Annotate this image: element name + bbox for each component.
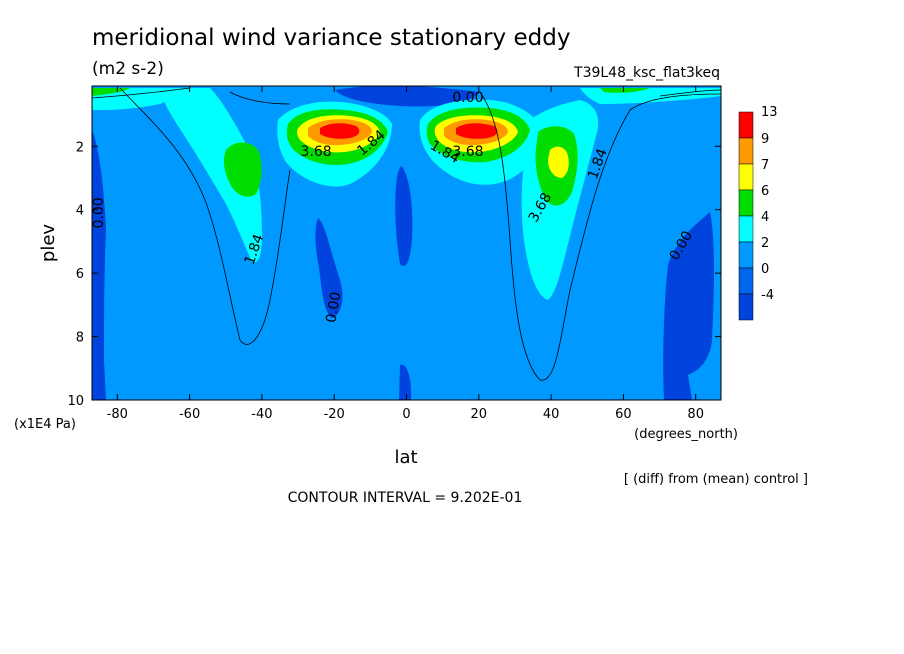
colorbar-swatch bbox=[738, 293, 754, 321]
colorbar-swatch bbox=[738, 189, 754, 217]
colorbar-swatch bbox=[738, 215, 754, 243]
diff-note: [ (diff) from (mean) control ] bbox=[624, 472, 808, 487]
x-axis-units: (degrees_north) bbox=[634, 427, 738, 442]
y-tick-label: 4 bbox=[76, 204, 84, 219]
colorbar-label: 7 bbox=[761, 158, 769, 173]
x-tick-label: 20 bbox=[471, 407, 488, 422]
contour-interval-note: CONTOUR INTERVAL = 9.202E-01 bbox=[288, 490, 523, 506]
colorbar-label: 9 bbox=[761, 132, 769, 147]
contour-label: 3.68 bbox=[301, 144, 332, 160]
red-region-sh-jet bbox=[320, 123, 360, 139]
red-region-nh-jet bbox=[456, 123, 498, 139]
colorbar-swatch bbox=[738, 241, 754, 269]
contour-field: 0.001.843.68 3.681.84 1.843.680.001.840.00… bbox=[91, 86, 721, 400]
green-region-nh-top bbox=[600, 88, 650, 93]
negative-region-sh-mid bbox=[315, 218, 343, 318]
x-tick-label: 40 bbox=[543, 407, 560, 422]
yellow-region-nh-lobe bbox=[548, 146, 569, 178]
x-tick-label: -80 bbox=[107, 407, 128, 422]
contour-label: 0.00 bbox=[323, 291, 344, 324]
y-tick-label: 8 bbox=[76, 331, 84, 346]
negative-region-top bbox=[335, 86, 480, 107]
contour-label: 0.00 bbox=[91, 197, 107, 228]
colorbar-swatch bbox=[738, 137, 754, 165]
negative-region-north bbox=[663, 212, 714, 400]
contour-label: 0.00 bbox=[452, 90, 483, 106]
contour-label: 3.68 bbox=[452, 144, 483, 160]
negative-region-south bbox=[92, 130, 106, 400]
negative-region-equator bbox=[395, 166, 413, 266]
y-axis-label: plev bbox=[38, 224, 59, 263]
x-axis-label: lat bbox=[394, 447, 417, 468]
colorbar-label: 4 bbox=[761, 210, 769, 225]
light-region-sh-lobe bbox=[160, 88, 262, 263]
colorbar-label: 6 bbox=[761, 184, 769, 199]
x-tick-label: 60 bbox=[615, 407, 632, 422]
negative-region-eq-low bbox=[399, 364, 412, 400]
x-tick-label: -60 bbox=[179, 407, 200, 422]
colorbar-label: 0 bbox=[761, 262, 769, 277]
colorbar-label: -4 bbox=[761, 288, 774, 303]
colorbar-swatch bbox=[738, 267, 754, 295]
y-tick-label: 10 bbox=[67, 394, 84, 409]
y-tick-label: 6 bbox=[76, 267, 84, 282]
x-tick-label: -40 bbox=[251, 407, 272, 422]
chart-units: (m2 s-2) bbox=[92, 59, 164, 79]
run-label: T39L48_ksc_flat3keq bbox=[573, 65, 720, 81]
y-axis: 2 4 6 8 10 bbox=[67, 140, 721, 409]
green-region-sh-lobe bbox=[223, 142, 262, 197]
light-region-sh-top bbox=[92, 88, 180, 110]
chart-title: meridional wind variance stationary eddy bbox=[92, 25, 570, 51]
green-region-sh-top bbox=[92, 88, 130, 96]
y-axis-units: (x1E4 Pa) bbox=[14, 417, 76, 432]
colorbar-label: 2 bbox=[761, 236, 769, 251]
x-tick-label: -20 bbox=[324, 407, 345, 422]
colorbar-swatch bbox=[738, 163, 754, 191]
colorbar-label: 13 bbox=[761, 105, 778, 120]
contour-lines bbox=[92, 87, 721, 381]
x-tick-label: 0 bbox=[402, 407, 410, 422]
x-axis: -80 -60 -40 -20 0 20 40 60 80 bbox=[107, 86, 704, 422]
x-tick-label: 80 bbox=[687, 407, 704, 422]
colorbar: 13 9 7 6 4 2 0 -4 bbox=[738, 105, 778, 321]
colorbar-swatch bbox=[738, 111, 754, 139]
y-tick-label: 2 bbox=[76, 140, 84, 155]
